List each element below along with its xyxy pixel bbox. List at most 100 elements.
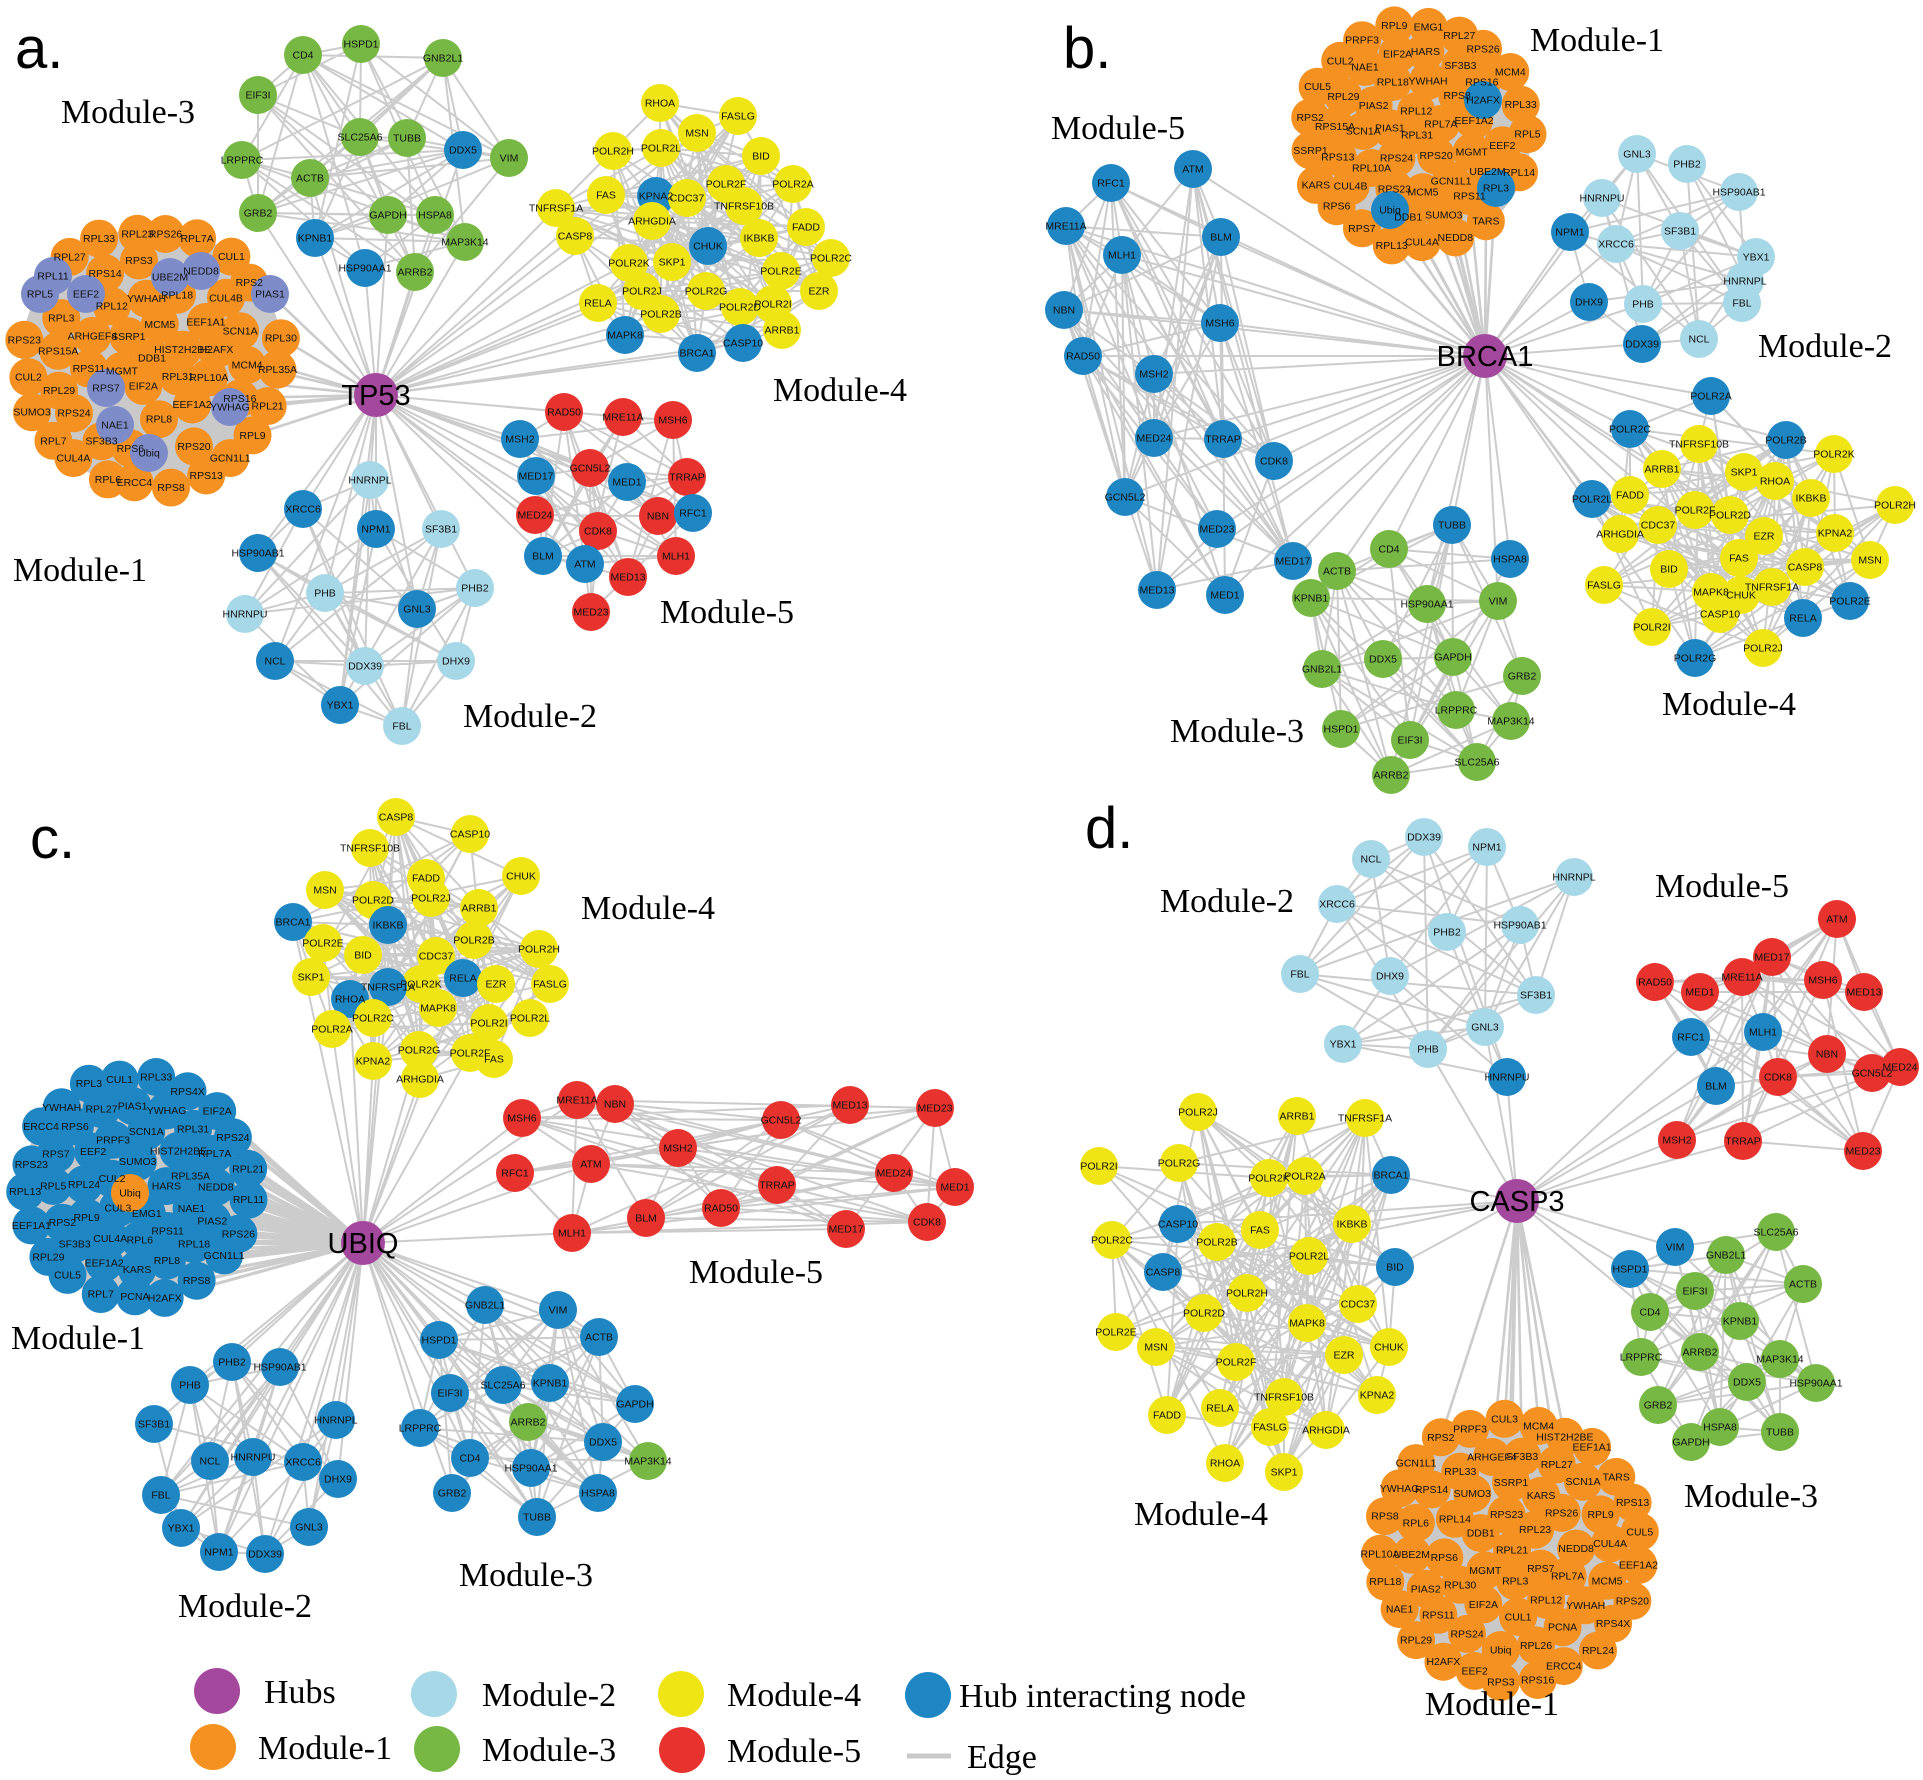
svg-text:RPS8: RPS8 bbox=[157, 482, 185, 494]
svg-text:RPL35A: RPL35A bbox=[258, 364, 297, 376]
svg-text:MED13: MED13 bbox=[610, 572, 645, 584]
svg-text:RPL26: RPL26 bbox=[1520, 1640, 1552, 1652]
svg-text:RPS23: RPS23 bbox=[15, 1159, 48, 1171]
svg-text:RPS2: RPS2 bbox=[1427, 1432, 1455, 1444]
svg-text:EIF2A: EIF2A bbox=[203, 1106, 232, 1118]
svg-text:MED23: MED23 bbox=[917, 1103, 952, 1115]
svg-text:POLR2G: POLR2G bbox=[398, 1045, 441, 1057]
svg-text:HSPA8: HSPA8 bbox=[418, 210, 452, 222]
svg-text:POLR2A: POLR2A bbox=[1284, 1171, 1325, 1183]
svg-text:Module-5: Module-5 bbox=[689, 1254, 823, 1291]
svg-text:POLR2H: POLR2H bbox=[518, 944, 560, 956]
svg-text:RPS20: RPS20 bbox=[1616, 1595, 1649, 1607]
svg-text:CASP3: CASP3 bbox=[1469, 1186, 1564, 1218]
svg-text:FBL: FBL bbox=[392, 721, 411, 733]
svg-text:CHUK: CHUK bbox=[693, 241, 723, 253]
svg-text:VIM: VIM bbox=[1666, 1242, 1685, 1254]
svg-text:HIST2H2BE: HIST2H2BE bbox=[154, 344, 211, 356]
svg-text:Module-2: Module-2 bbox=[482, 1677, 616, 1714]
svg-text:MED24: MED24 bbox=[1136, 433, 1171, 445]
svg-text:RPL5: RPL5 bbox=[27, 289, 53, 301]
svg-text:RPS24: RPS24 bbox=[1450, 1628, 1483, 1640]
svg-text:RPL10A: RPL10A bbox=[189, 372, 228, 384]
svg-text:MED13: MED13 bbox=[1139, 585, 1174, 597]
svg-text:Module-4: Module-4 bbox=[727, 1677, 861, 1714]
svg-text:HNRNPL: HNRNPL bbox=[1552, 872, 1595, 884]
svg-text:VIM: VIM bbox=[500, 153, 519, 165]
svg-text:HSP90AB1: HSP90AB1 bbox=[253, 1362, 306, 1374]
svg-text:VIM: VIM bbox=[549, 1305, 568, 1317]
svg-text:MAPK8: MAPK8 bbox=[1289, 1318, 1325, 1330]
svg-text:Module-2: Module-2 bbox=[1160, 883, 1294, 920]
svg-text:RPS23: RPS23 bbox=[1490, 1509, 1523, 1521]
svg-text:BRCA1: BRCA1 bbox=[1373, 1170, 1408, 1182]
svg-text:ARRB2: ARRB2 bbox=[1682, 1347, 1717, 1359]
svg-text:DDX5: DDX5 bbox=[1369, 654, 1397, 666]
svg-text:RAD50: RAD50 bbox=[1638, 977, 1672, 989]
svg-text:SF3B1: SF3B1 bbox=[138, 1419, 170, 1431]
svg-text:DHX9: DHX9 bbox=[442, 656, 470, 668]
svg-text:CASP8: CASP8 bbox=[558, 231, 593, 243]
svg-text:CDK8: CDK8 bbox=[1764, 1072, 1792, 1084]
svg-text:HNRNPL: HNRNPL bbox=[348, 475, 391, 487]
svg-text:RPL10A: RPL10A bbox=[1361, 1548, 1400, 1560]
svg-text:RPL24: RPL24 bbox=[1582, 1645, 1614, 1657]
svg-text:RPS26: RPS26 bbox=[1466, 43, 1499, 55]
svg-text:NBN: NBN bbox=[604, 1099, 626, 1111]
svg-text:TNFRSF10B: TNFRSF10B bbox=[714, 201, 774, 213]
svg-text:POLR2F: POLR2F bbox=[1675, 505, 1716, 517]
svg-text:MED13: MED13 bbox=[832, 1100, 867, 1112]
svg-text:LRPPRC: LRPPRC bbox=[1435, 705, 1478, 717]
svg-text:RHOA: RHOA bbox=[335, 994, 365, 1006]
svg-text:CUL1: CUL1 bbox=[106, 1074, 133, 1086]
svg-text:CUL1: CUL1 bbox=[218, 251, 245, 263]
svg-text:GAPDH: GAPDH bbox=[1672, 1437, 1709, 1449]
svg-text:EZR: EZR bbox=[1334, 1350, 1355, 1362]
svg-text:RPL3: RPL3 bbox=[1483, 183, 1509, 195]
svg-text:SF3B1: SF3B1 bbox=[1520, 990, 1552, 1002]
svg-text:CD4: CD4 bbox=[459, 1453, 480, 1465]
svg-text:ARRB2: ARRB2 bbox=[397, 267, 432, 279]
svg-text:UBE2M: UBE2M bbox=[152, 272, 188, 284]
svg-text:RPL33: RPL33 bbox=[1444, 1466, 1476, 1478]
svg-text:Module-5: Module-5 bbox=[1655, 868, 1789, 905]
svg-text:RPL13: RPL13 bbox=[9, 1186, 41, 1198]
svg-text:GAPDH: GAPDH bbox=[616, 1399, 653, 1411]
svg-text:EMG1: EMG1 bbox=[132, 1208, 162, 1220]
svg-text:PRPF3: PRPF3 bbox=[1453, 1423, 1487, 1435]
svg-text:RPL7A: RPL7A bbox=[198, 1148, 231, 1160]
svg-text:PRPF3: PRPF3 bbox=[96, 1134, 130, 1146]
svg-text:XRCC6: XRCC6 bbox=[285, 1457, 321, 1469]
svg-text:POLR2B: POLR2B bbox=[1765, 435, 1806, 447]
svg-text:TNFRSF1A: TNFRSF1A bbox=[529, 203, 583, 215]
svg-text:LRPPRC: LRPPRC bbox=[1620, 1352, 1663, 1364]
svg-text:RPL29: RPL29 bbox=[1327, 91, 1359, 103]
svg-text:RPL6: RPL6 bbox=[127, 1234, 153, 1246]
svg-text:CUL4B: CUL4B bbox=[209, 292, 243, 304]
svg-text:CDK8: CDK8 bbox=[584, 526, 612, 538]
svg-text:MAP3K14: MAP3K14 bbox=[1756, 1354, 1803, 1366]
svg-text:NPM1: NPM1 bbox=[361, 524, 390, 536]
svg-text:RPS14: RPS14 bbox=[1415, 1484, 1448, 1496]
svg-text:ATM: ATM bbox=[574, 559, 595, 571]
svg-text:b.: b. bbox=[1063, 16, 1111, 81]
svg-text:GCN1L1: GCN1L1 bbox=[1431, 175, 1472, 187]
svg-text:DDX5: DDX5 bbox=[449, 145, 477, 157]
svg-text:RPS24: RPS24 bbox=[57, 408, 90, 420]
svg-text:CUL4B: CUL4B bbox=[1334, 181, 1368, 193]
svg-text:POLR2L: POLR2L bbox=[1572, 494, 1612, 506]
svg-text:RPL23: RPL23 bbox=[1519, 1524, 1551, 1536]
svg-text:RPL29: RPL29 bbox=[1400, 1635, 1432, 1647]
svg-text:CASP8: CASP8 bbox=[1146, 1267, 1181, 1279]
svg-text:RFC1: RFC1 bbox=[679, 508, 707, 520]
svg-text:CASP8: CASP8 bbox=[379, 812, 414, 824]
svg-text:RPL18: RPL18 bbox=[1377, 76, 1409, 88]
svg-text:SCN1A: SCN1A bbox=[1346, 125, 1381, 137]
svg-text:EIF3I: EIF3I bbox=[1397, 735, 1422, 747]
svg-text:PHB2: PHB2 bbox=[1433, 927, 1461, 939]
svg-text:POLR2F: POLR2F bbox=[706, 179, 747, 191]
svg-text:RPL12: RPL12 bbox=[1400, 106, 1432, 118]
svg-text:PHB2: PHB2 bbox=[218, 1357, 246, 1369]
svg-text:PHB2: PHB2 bbox=[461, 583, 489, 595]
svg-text:CD4: CD4 bbox=[1378, 544, 1399, 556]
